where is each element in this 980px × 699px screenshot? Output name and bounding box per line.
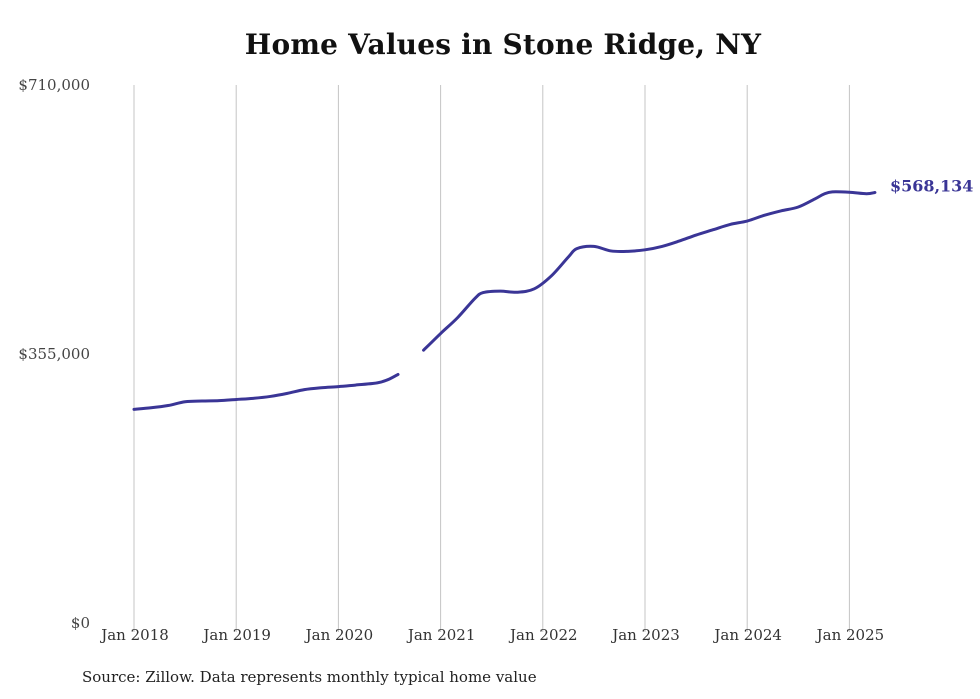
x-tick-label: Jan 2021 xyxy=(406,626,476,644)
x-tick-label: Jan 2023 xyxy=(610,626,680,644)
x-tick-label: Jan 2018 xyxy=(99,626,169,644)
gridlines xyxy=(133,85,850,632)
x-tick-label: Jan 2019 xyxy=(201,626,271,644)
x-tick-label: Jan 2025 xyxy=(815,626,885,644)
series-line-group xyxy=(132,190,877,411)
y-tick-label: $355,000 xyxy=(18,345,90,363)
x-tick-label: Jan 2022 xyxy=(508,626,578,644)
x-axis-ticks: Jan 2018 Jan 2019 Jan 2020 Jan 2021 Jan 2022… xyxy=(99,626,884,644)
series-line-segment-1 xyxy=(132,372,400,411)
end-value-label: $568,134 xyxy=(890,176,974,195)
source-note: Source: Zillow. Data represents monthly … xyxy=(82,668,537,686)
x-tick-label: Jan 2020 xyxy=(304,626,374,644)
y-tick-label: $710,000 xyxy=(18,76,90,94)
series-line-segment-2 xyxy=(422,190,877,352)
end-label-group: $568,134 xyxy=(890,176,974,195)
chart-title: Home Values in Stone Ridge, NY xyxy=(244,28,762,61)
x-tick-label: Jan 2024 xyxy=(712,626,782,644)
y-axis-ticks: $0 $355,000 $710,000 xyxy=(18,76,90,632)
y-tick-label: $0 xyxy=(71,614,90,632)
